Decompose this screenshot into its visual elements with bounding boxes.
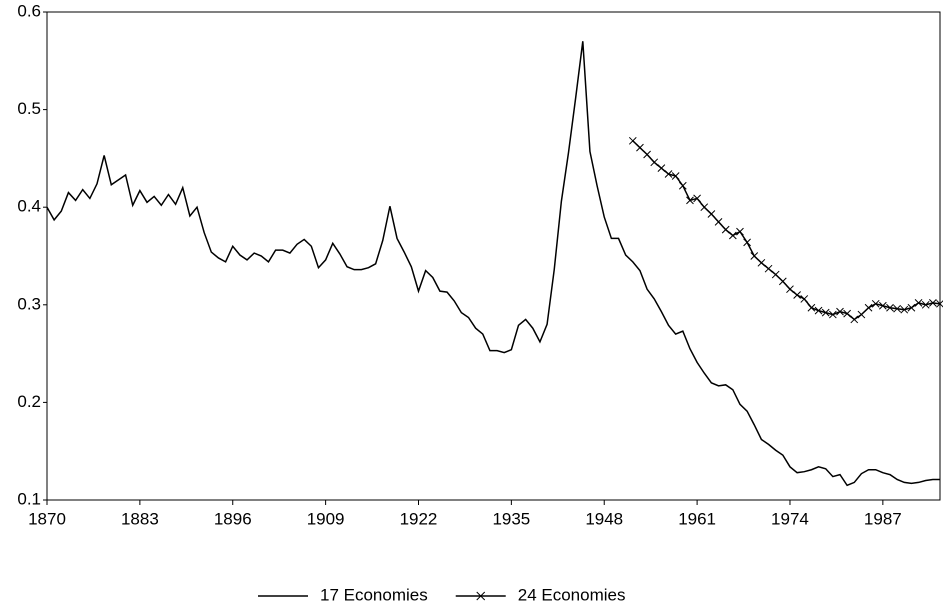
- point-marker: [800, 295, 809, 303]
- point-marker: [628, 136, 637, 145]
- legend-label: 17 Economies: [320, 585, 428, 604]
- x-tick-label: 1883: [121, 509, 159, 528]
- point-marker: [786, 285, 794, 294]
- legend-label: 24 Economies: [518, 585, 626, 604]
- point-marker: [664, 170, 673, 178]
- point-marker: [843, 309, 851, 318]
- x-tick-label: 1896: [214, 509, 252, 528]
- y-tick-label: 0.3: [17, 294, 41, 313]
- series-line: [46, 41, 940, 487]
- y-tick-label: 0.6: [17, 1, 41, 20]
- point-marker: [914, 298, 923, 307]
- point-marker: [936, 299, 943, 308]
- point-marker: [771, 270, 780, 279]
- point-marker: [700, 203, 709, 212]
- point-marker: [714, 217, 723, 226]
- point-marker: [900, 305, 909, 314]
- point-marker: [864, 303, 873, 312]
- point-marker: [757, 258, 766, 267]
- point-marker: [657, 164, 666, 173]
- point-marker: [828, 310, 837, 319]
- point-marker: [850, 315, 859, 324]
- point-marker: [921, 300, 930, 309]
- point-marker: [871, 299, 880, 308]
- point-marker: [636, 143, 644, 152]
- point-marker: [764, 264, 773, 273]
- point-marker: [878, 301, 887, 310]
- point-marker: [793, 291, 801, 299]
- point-marker: [736, 227, 744, 236]
- x-tick-label: 1922: [400, 509, 438, 528]
- y-tick-label: 0.1: [17, 489, 41, 508]
- point-marker: [707, 210, 716, 218]
- x-tick-label: 1974: [771, 509, 809, 528]
- point-marker: [693, 194, 701, 203]
- point-marker: [686, 196, 694, 205]
- x-tick-label: 1935: [492, 509, 530, 528]
- point-marker: [743, 238, 751, 247]
- series-line: [632, 140, 941, 321]
- plot-frame: [46, 11, 941, 501]
- y-tick-label: 0.2: [17, 392, 41, 411]
- x-tick-label: 1948: [585, 509, 623, 528]
- point-marker: [643, 150, 651, 159]
- point-marker: [907, 303, 916, 312]
- y-tick-label: 0.4: [17, 197, 41, 216]
- x-tick-label: 1909: [307, 509, 345, 528]
- point-marker: [728, 231, 737, 240]
- x-tick-label: 1987: [864, 509, 902, 528]
- point-marker: [821, 308, 830, 317]
- legend-marker: [476, 591, 486, 601]
- point-marker: [721, 225, 730, 234]
- point-marker: [671, 172, 680, 180]
- point-marker: [857, 310, 866, 319]
- x-tick-label: 1870: [28, 509, 66, 528]
- point-marker: [678, 181, 687, 190]
- y-tick-label: 0.5: [17, 99, 41, 118]
- point-marker: [893, 304, 901, 313]
- point-marker: [650, 158, 659, 167]
- point-marker: [836, 307, 844, 316]
- point-marker: [778, 277, 787, 286]
- point-marker: [929, 298, 937, 307]
- point-marker: [807, 303, 816, 312]
- point-marker: [750, 252, 759, 260]
- x-tick-label: 1961: [678, 509, 716, 528]
- point-marker: [814, 306, 823, 315]
- point-marker: [886, 303, 894, 312]
